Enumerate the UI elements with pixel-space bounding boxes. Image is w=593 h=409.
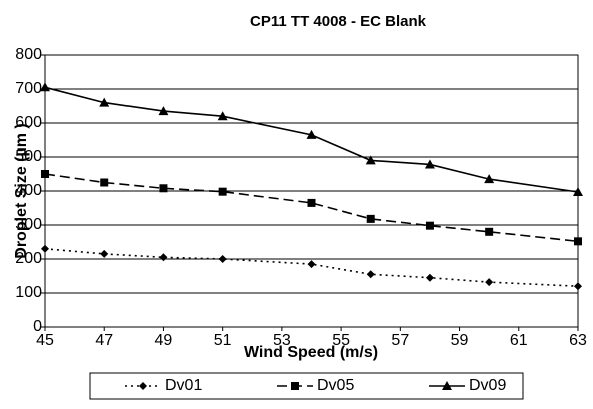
marker [485, 227, 494, 236]
marker [424, 159, 435, 169]
y-axis-title: Droplet Size (µm ) [13, 123, 30, 258]
legend-box [89, 372, 524, 400]
marker [159, 184, 168, 193]
x-tick-label: 61 [510, 332, 528, 349]
marker [425, 273, 434, 282]
x-tick-label: 57 [391, 332, 409, 349]
marker [218, 255, 227, 263]
y-tick-label: 200 [15, 250, 42, 267]
marker [425, 221, 434, 230]
x-axis-title: Wind Speed (m/s) [244, 344, 378, 361]
marker [159, 253, 168, 262]
y-tick-label: 700 [15, 80, 42, 97]
marker [41, 170, 49, 178]
marker [100, 178, 109, 187]
marker [574, 237, 582, 246]
x-tick-label: 47 [95, 332, 113, 349]
x-tick-label: 55 [332, 332, 350, 349]
marker [217, 111, 228, 121]
marker [99, 97, 110, 107]
marker [158, 106, 169, 116]
marker [484, 174, 495, 184]
marker [365, 155, 376, 165]
series-line [44, 173, 579, 243]
x-tick-label: 53 [273, 332, 291, 349]
marker [40, 82, 50, 92]
y-tick-label: 600 [15, 114, 42, 131]
y-tick-label: 500 [15, 148, 42, 165]
legend-label: Dv01 [165, 377, 202, 394]
y-tick-label: 300 [15, 216, 42, 233]
y-tick-label: 400 [15, 182, 42, 199]
marker [41, 244, 49, 253]
legend-marker [291, 382, 299, 390]
chart-title: CP11 TT 4008 - EC Blank [250, 13, 427, 30]
marker [574, 282, 582, 291]
legend-label: Dv09 [469, 377, 506, 394]
x-tick-label: 51 [214, 332, 232, 349]
x-tick-label: 59 [451, 332, 469, 349]
legend-marker [139, 382, 147, 390]
y-tick-label: 100 [15, 284, 42, 301]
y-tick-label: 800 [15, 46, 42, 63]
x-tick-label: 45 [36, 332, 54, 349]
marker [573, 187, 583, 197]
marker [366, 270, 375, 279]
series-line [44, 86, 579, 193]
y-tick-label: 0 [33, 318, 42, 335]
x-tick-label: 49 [155, 332, 173, 349]
marker [306, 129, 317, 139]
marker [307, 260, 316, 269]
marker [366, 214, 375, 223]
legend-marker [442, 381, 452, 390]
marker [307, 198, 316, 207]
marker [485, 278, 494, 287]
x-tick-label: 63 [569, 332, 587, 349]
marker [100, 249, 109, 258]
series-line [44, 248, 579, 287]
marker [218, 187, 227, 196]
legend-label: Dv05 [317, 377, 354, 394]
